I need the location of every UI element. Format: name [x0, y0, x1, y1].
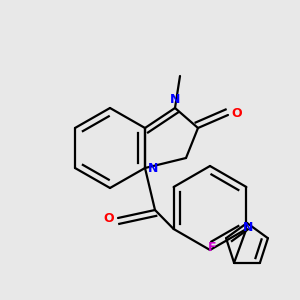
- Text: F: F: [208, 241, 217, 254]
- Text: N: N: [170, 93, 180, 106]
- Text: N: N: [147, 161, 158, 175]
- Text: O: O: [232, 107, 242, 120]
- Text: O: O: [104, 212, 114, 224]
- Text: N: N: [243, 221, 253, 234]
